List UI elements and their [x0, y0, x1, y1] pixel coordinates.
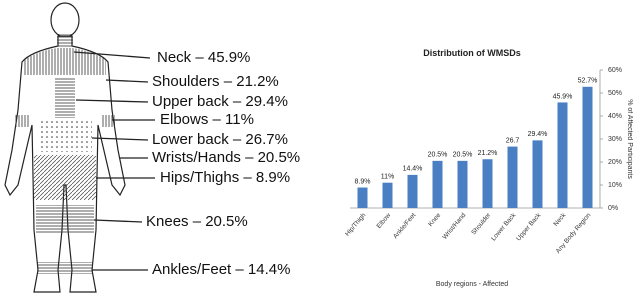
y-tick-label: 20% [608, 159, 622, 166]
x-tick-label: Shoulder [470, 211, 493, 236]
x-tick-label: Wrist/Hand [441, 212, 467, 241]
body-label: Elbows – 11% [160, 111, 254, 128]
x-tick-label: Hip/Thigh [344, 212, 367, 238]
y-tick-label: 30% [608, 136, 622, 143]
bar [583, 87, 593, 208]
x-tick-label: Lower Back [490, 211, 518, 242]
x-tick-label: Neck [552, 211, 567, 227]
value-label: 26.7 [506, 137, 520, 144]
value-label: 14.4% [403, 166, 423, 173]
bar [408, 175, 418, 208]
bar [358, 188, 368, 208]
body-label: Hips/Thighs – 8.9% [160, 169, 290, 186]
y-axis-title: % of Affected Participants [626, 99, 633, 179]
body-label: Shoulders – 21.2% [152, 73, 279, 90]
value-label: 11% [381, 174, 395, 181]
body-figure [5, 3, 125, 292]
value-label: 20.5% [428, 152, 448, 159]
value-label: 45.9% [553, 93, 573, 100]
bar [558, 102, 568, 208]
page: Neck – 45.9% Shoulders – 21.2% Upper bac… [0, 0, 633, 302]
bar [508, 147, 518, 208]
x-tick-label: Ankle/Feet [392, 212, 417, 240]
x-axis-title: Body regions - Affected [436, 281, 508, 288]
bar [433, 161, 443, 208]
value-label: 8.9% [355, 178, 371, 185]
value-label: 20.5% [453, 152, 473, 159]
value-label: 52.7% [578, 78, 598, 85]
body-label: Upper back – 29.4% [152, 93, 288, 110]
body-label: Knees – 20.5% [146, 213, 248, 230]
bar [383, 183, 393, 208]
body-label: Wrists/Hands – 20.5% [152, 149, 300, 166]
y-tick-label: 40% [608, 113, 622, 120]
bar [533, 140, 543, 208]
body-label: Lower back – 26.7% [152, 131, 288, 148]
body-label: Ankles/Feet – 14.4% [152, 261, 290, 278]
x-tick-label: Elbow [376, 212, 393, 230]
y-tick-label: 0% [608, 205, 618, 212]
x-tick-label: Knee [427, 212, 442, 228]
x-tick-label: Upper Back [515, 211, 543, 242]
chart-title: Distribution of WMSDs [423, 48, 521, 58]
bar [483, 159, 493, 208]
value-label: 21.2% [478, 150, 498, 157]
value-label: 29.4% [528, 131, 548, 138]
y-tick-label: 50% [608, 90, 622, 97]
y-tick-label: 10% [608, 182, 622, 189]
body-label: Neck – 45.9% [157, 49, 250, 66]
bar [458, 161, 468, 208]
y-tick-label: 60% [608, 67, 622, 74]
